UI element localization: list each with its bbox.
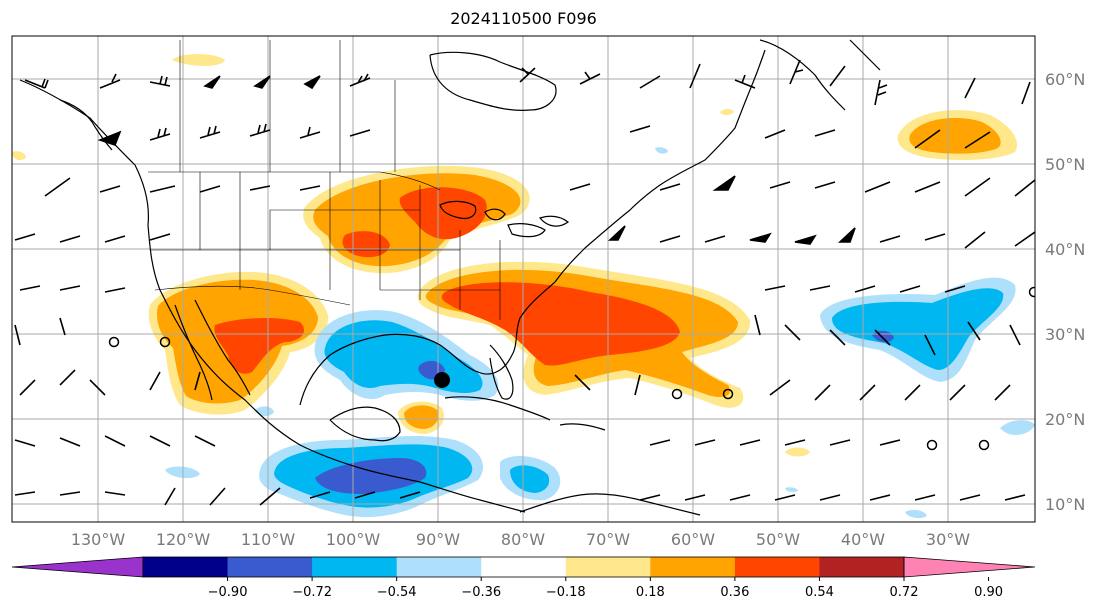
lon-label: 40°W [841, 530, 885, 549]
map-frame [11, 35, 1036, 523]
lat-label: 30°N [1045, 325, 1085, 344]
colorbar-bin [396, 557, 482, 577]
lon-label: 90°W [416, 530, 460, 549]
colorbar-bin [481, 557, 567, 577]
figure-title: 2024110500 F096 [450, 9, 597, 28]
lon-label: 110°W [241, 530, 296, 549]
colorbar-frame [142, 556, 905, 578]
colorbar-bin [312, 557, 398, 577]
lon-label: 70°W [586, 530, 630, 549]
colorbar-tick-label: −0.72 [292, 585, 332, 600]
storm-center-marker [434, 372, 450, 388]
lat-label: 10°N [1045, 495, 1085, 514]
lat-label: 40°N [1045, 240, 1085, 259]
lon-label: 60°W [671, 530, 715, 549]
colorbar-bin [565, 557, 651, 577]
lon-label: 30°W [926, 530, 970, 549]
colorbar-tick-label: 0.90 [974, 585, 1003, 600]
colorbar-tick-label: 0.36 [720, 585, 749, 600]
colorbar-tick-label: 0.18 [636, 585, 665, 600]
colorbar-bin [734, 557, 820, 577]
lon-label: 120°W [156, 530, 211, 549]
political-borders [148, 40, 501, 320]
colorbar-bin [650, 557, 736, 577]
graticule [12, 36, 1035, 522]
anomaly-shading [12, 54, 1035, 519]
lon-label: 100°W [326, 530, 381, 549]
colorbar-bin [819, 557, 905, 577]
lat-label: 20°N [1045, 410, 1085, 429]
coastlines [19, 39, 881, 516]
colorbar-over-arrow [903, 556, 1036, 578]
colorbar-tick-label: −0.18 [546, 585, 586, 600]
map-panel [12, 36, 1035, 522]
colorbar-tick-label: −0.90 [208, 585, 248, 600]
lon-label: 80°W [501, 530, 545, 549]
longitude-labels: 130°W 120°W 110°W 100°W 90°W 80°W 70°W 6… [71, 530, 970, 549]
lat-label: 50°N [1045, 155, 1085, 174]
colorbar-tick-label: −0.54 [377, 585, 417, 600]
wind-barbs [14, 59, 1035, 506]
colorbar-under-arrow [11, 556, 144, 578]
calm-wind-circles [108, 286, 1035, 451]
latitude-labels: 60°N 50°N 40°N 30°N 20°N 10°N [1045, 70, 1085, 514]
colorbar-tick-label: −0.36 [461, 585, 501, 600]
lon-label: 50°W [756, 530, 800, 549]
lon-label: 130°W [71, 530, 126, 549]
colorbar-bin [227, 557, 313, 577]
colorbar: −0.90 −0.72 −0.54 −0.36 −0.18 0.18 0.36 0.54 0.7… [11, 556, 1036, 600]
lat-label: 60°N [1045, 70, 1085, 89]
colorbar-tick-label: 0.54 [805, 585, 834, 600]
colorbar-bin [143, 557, 229, 577]
colorbar-tick-label: 0.72 [890, 585, 919, 600]
